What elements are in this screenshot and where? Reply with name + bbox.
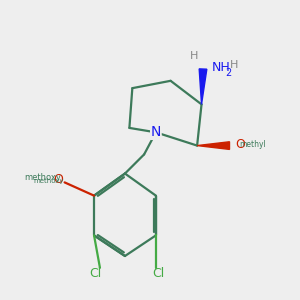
- Text: Cl: Cl: [153, 267, 165, 280]
- Text: methyl: methyl: [240, 140, 266, 148]
- Text: O: O: [53, 173, 63, 186]
- Text: NH: NH: [212, 61, 231, 74]
- Text: N: N: [151, 125, 161, 139]
- Text: O: O: [236, 138, 245, 151]
- Text: 2: 2: [225, 68, 231, 78]
- Text: H: H: [230, 60, 238, 70]
- Text: H: H: [190, 51, 198, 61]
- Text: methoxy: methoxy: [24, 173, 61, 182]
- Polygon shape: [197, 142, 230, 149]
- Text: methoxy: methoxy: [33, 178, 64, 184]
- Text: Cl: Cl: [89, 267, 102, 280]
- Polygon shape: [199, 69, 207, 104]
